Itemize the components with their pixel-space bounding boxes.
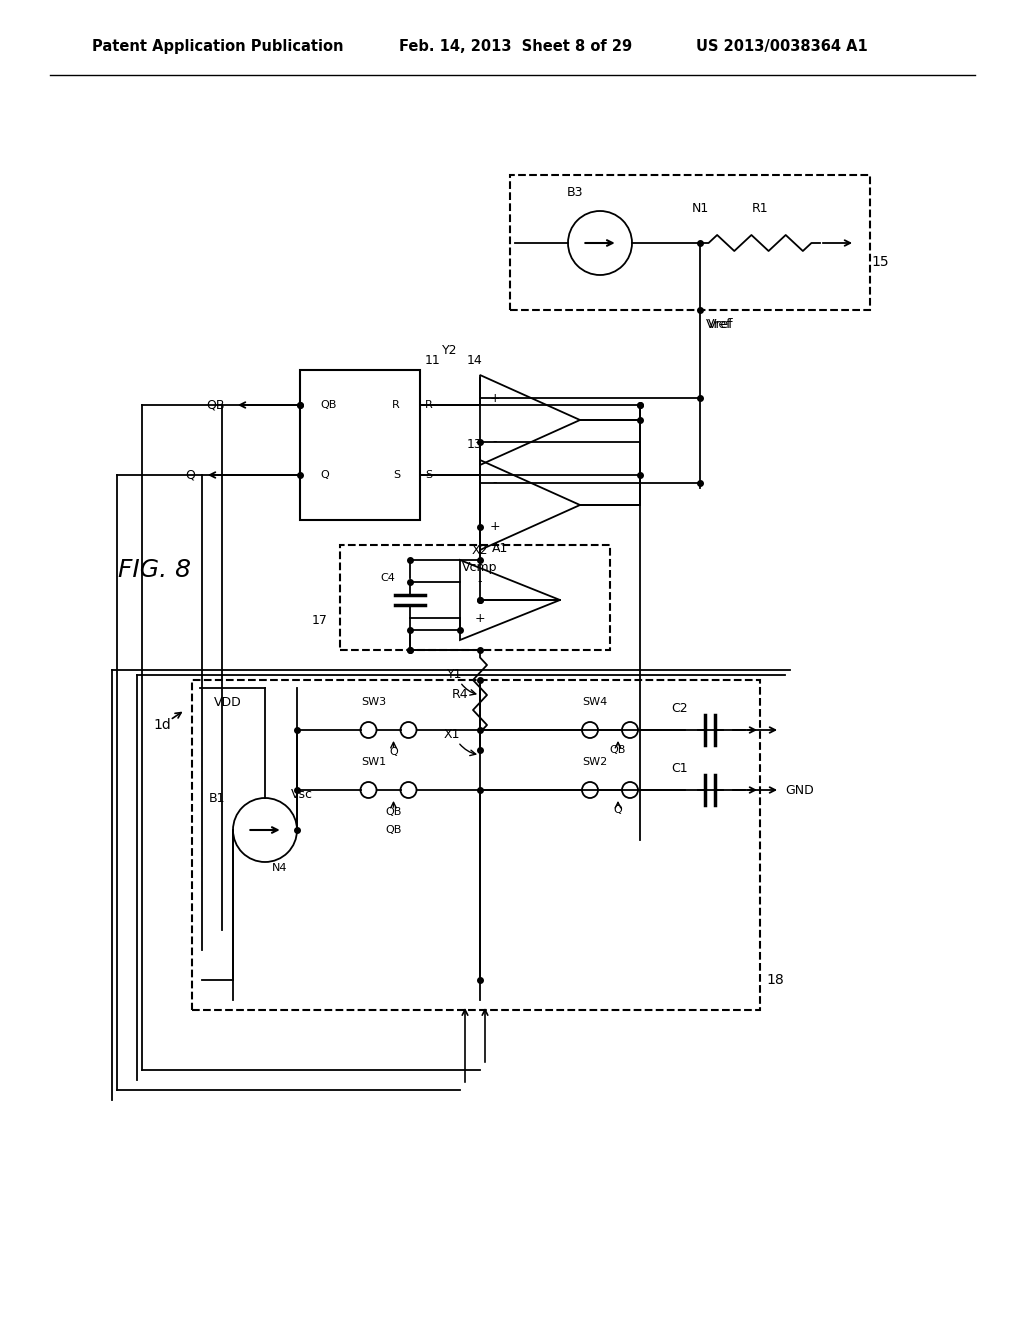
Text: VDD: VDD [214,696,242,709]
Text: R: R [392,400,400,411]
Text: 1d: 1d [154,718,171,733]
Text: S: S [393,470,400,480]
Text: Vref: Vref [706,318,731,331]
Text: GND: GND [785,784,814,796]
Text: Patent Application Publication: Patent Application Publication [92,40,344,54]
Bar [340,545,610,649]
Text: 18: 18 [766,973,784,987]
Text: Q: Q [185,469,195,482]
Text: N4: N4 [272,863,288,873]
Text: US 2013/0038364 A1: US 2013/0038364 A1 [696,40,868,54]
Text: C2: C2 [672,701,688,714]
Text: QB: QB [385,807,401,817]
Text: 15: 15 [871,256,889,269]
Text: QB: QB [610,744,627,755]
Text: SW2: SW2 [583,756,607,767]
Text: R1: R1 [752,202,768,214]
Text: R: R [425,400,433,411]
Text: Vsc: Vsc [291,788,313,801]
Text: 14: 14 [467,354,483,367]
Text: -: - [493,477,498,490]
Text: 17: 17 [312,614,328,627]
Text: X2: X2 [472,544,488,557]
Text: SW4: SW4 [583,697,607,708]
Text: B1: B1 [209,792,225,804]
Text: -: - [493,436,498,449]
Text: FIG. 8: FIG. 8 [119,558,191,582]
Text: Q: Q [389,747,398,756]
Text: QB: QB [319,400,336,411]
Text: B3: B3 [566,186,584,199]
Text: SW1: SW1 [360,756,386,767]
Text: QB: QB [385,825,401,836]
Text: Q: Q [613,805,623,814]
Text: SW3: SW3 [360,697,386,708]
Text: 11: 11 [425,354,440,367]
Text: QB: QB [207,399,225,412]
Text: C1: C1 [672,762,688,775]
Text: Y2: Y2 [442,343,458,356]
Text: N1: N1 [691,202,709,214]
Text: -: - [478,576,482,589]
Text: A1: A1 [492,541,508,554]
Text: Vref: Vref [708,318,733,331]
Text: 13: 13 [467,438,483,451]
Text: Y1: Y1 [447,668,463,681]
Text: +: + [475,611,485,624]
Bar [510,176,870,310]
Bar [300,370,420,520]
Text: Feb. 14, 2013  Sheet 8 of 29: Feb. 14, 2013 Sheet 8 of 29 [399,40,633,54]
Text: Q: Q [319,470,329,480]
Text: X1: X1 [443,729,460,742]
Text: +: + [489,520,501,533]
Text: C4: C4 [381,573,395,583]
Text: Vcmp: Vcmp [462,561,498,573]
Text: S: S [425,470,432,480]
Text: +: + [489,392,501,404]
Bar [193,680,760,1010]
Text: R4: R4 [452,689,468,701]
